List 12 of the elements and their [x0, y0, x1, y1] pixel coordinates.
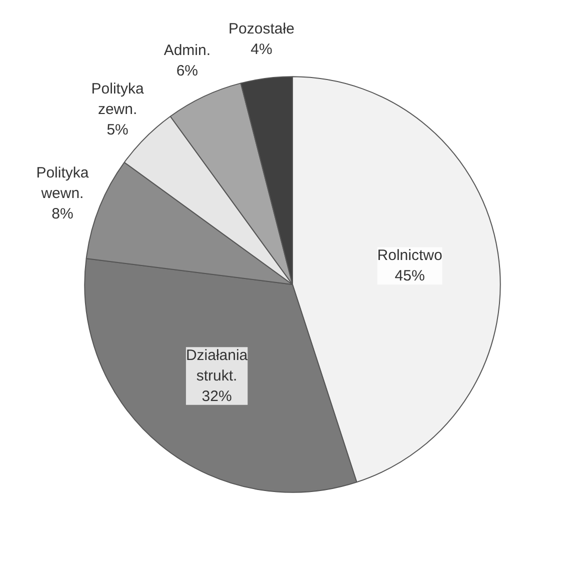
data-label: 5%: [106, 122, 128, 139]
data-label: 8%: [52, 205, 74, 222]
data-label: 32%: [202, 388, 232, 405]
data-label: 6%: [176, 62, 198, 80]
data-label: 45%: [394, 268, 425, 285]
data-label: 4%: [250, 40, 272, 58]
slice-label: Polityka zewn.: [91, 80, 144, 118]
slice-label: Rolnictwo: [377, 247, 442, 264]
slice-label: Działania strukt.: [186, 347, 248, 384]
slice-label: Polityka wewn.: [36, 164, 90, 202]
slice-label: Admin.: [164, 42, 210, 59]
slice-label: Pozostałe: [228, 20, 294, 38]
